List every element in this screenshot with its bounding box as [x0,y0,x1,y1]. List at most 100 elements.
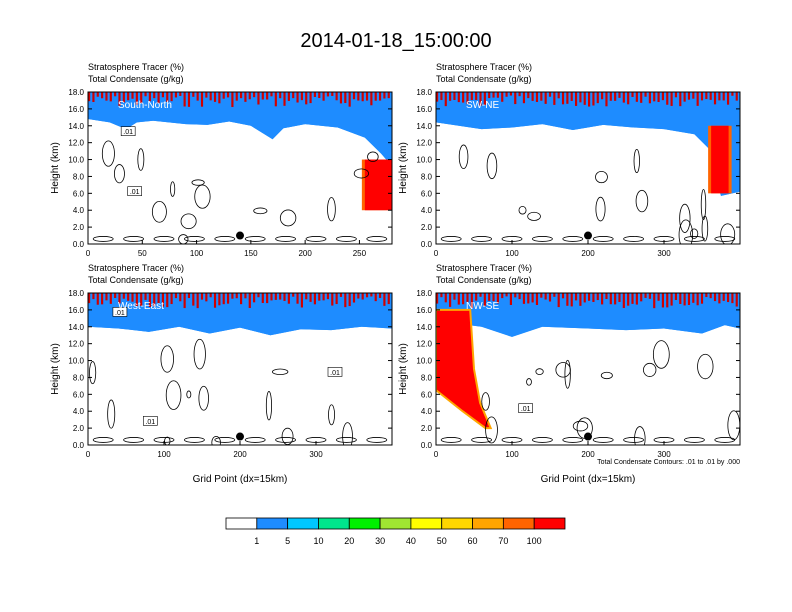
tracer-stripe [209,293,212,298]
tracer-stripe [348,293,351,307]
y-tick-label: 10.0 [68,156,84,165]
condensate-contour [555,362,571,378]
tracer-stripe [357,92,360,101]
tracer-stripe [305,92,308,105]
tracer-stripe [213,92,217,102]
tracer-stripe [509,92,512,96]
tracer-stripe [561,293,565,299]
tracer-stripe [557,293,560,308]
condensate-contour [471,236,493,242]
tracer-stripe [127,92,130,101]
y-tick-label: 14.0 [68,323,84,332]
y-tick-label: 18.0 [416,289,432,298]
tracer-stripe [670,92,673,106]
tracer-stripe [105,92,108,101]
condensate-contour [485,416,498,444]
y-tick-label: 10.0 [68,357,84,366]
condensate-contour [335,236,357,242]
y-tick-label: 8.0 [73,373,85,382]
tracer-stripe [540,293,543,298]
tracer-stripe [270,92,273,97]
tracer-stripe [666,293,669,308]
tracer-stripe [88,293,91,304]
tracer-stripe [166,293,169,308]
x-tick-label: 300 [657,450,671,459]
tracer-stripe [96,293,99,305]
condensate-contour [592,437,614,443]
tracer-stripe [605,92,608,107]
tracer-stripe [726,92,730,105]
tracer-stripe [127,293,130,301]
condensate-contour [92,437,114,443]
tracer-stripe [627,92,630,105]
tracer-stripe [313,293,316,305]
colorbar-swatch [225,517,258,530]
colorbar-label: 70 [498,536,508,546]
condensate-contour [684,236,705,242]
tracer-stripe [109,92,112,102]
tracer-stripe [101,293,104,305]
tracer-stripe [157,92,160,104]
tracer-stripe [557,92,560,99]
condensate-contour [486,152,498,180]
x-tick-label: 300 [657,249,671,258]
tracer-stripe [218,293,221,306]
tracer-stripe [609,92,612,101]
contour-label-text: .01 [123,129,133,136]
tracer-stripe [326,92,330,97]
condensate-contour [595,196,606,222]
tracer-stripe [140,293,143,306]
tracer-stripe [648,92,651,104]
tracer-stripe [118,92,121,106]
condensate-contour [623,437,644,443]
tracer-stripe [674,92,678,98]
condensate-contour [532,236,553,242]
tracer-stripe [496,92,499,98]
tracer-stripe [131,92,134,99]
condensate-contour [595,170,608,184]
tracer-stripe [279,293,282,300]
y-tick-label: 8.0 [421,172,433,181]
panel-label: NW-SE [466,301,499,312]
y-tick-label: 0.0 [421,240,433,249]
tracer-intrusion [436,308,493,430]
tracer-stripe [644,293,647,298]
tracer-stripe [505,92,508,97]
tracer-stripe [144,293,147,300]
tracer-stripe [722,92,725,101]
tracer-stripe [735,92,738,101]
y-tick-label: 16.0 [416,105,432,114]
condensate-contour [164,436,171,445]
tracer-stripe [674,293,678,300]
condensate-contour [101,140,115,167]
y-tick-label: 12.0 [416,139,432,148]
condensate-contour [272,368,289,376]
tracer-stripe [492,92,495,98]
tracer-stripe [596,293,599,301]
tracer-stripe [713,92,717,105]
tracer-stripe [205,92,208,98]
y-tick-label: 14.0 [416,122,432,131]
colorbar-label: 100 [527,536,542,546]
colorbar-label: 50 [437,536,447,546]
tracer-stripe [161,293,164,307]
tracer-stripe [339,293,343,297]
tracer-stripe [731,293,734,304]
y-tick-label: 8.0 [73,172,85,181]
tracer-stripe [692,92,695,99]
tracer-stripe [88,92,91,102]
colorbar-label: 20 [344,536,354,546]
tracer-stripe [505,293,508,297]
tracer-stripe [283,293,286,301]
tracer-stripe [287,293,290,304]
tracer-stripe [548,92,552,97]
x-tick-label: 0 [86,249,91,258]
tracer-stripe [322,293,325,301]
y-tick-label: 4.0 [421,206,433,215]
tracer-stripe [644,92,647,97]
tracer-stripe [292,293,295,297]
tracer-stripe [174,92,178,98]
tracer-stripe [522,293,526,304]
tracer-stripe [357,293,360,299]
y-axis-label: Height (km) [50,343,61,395]
